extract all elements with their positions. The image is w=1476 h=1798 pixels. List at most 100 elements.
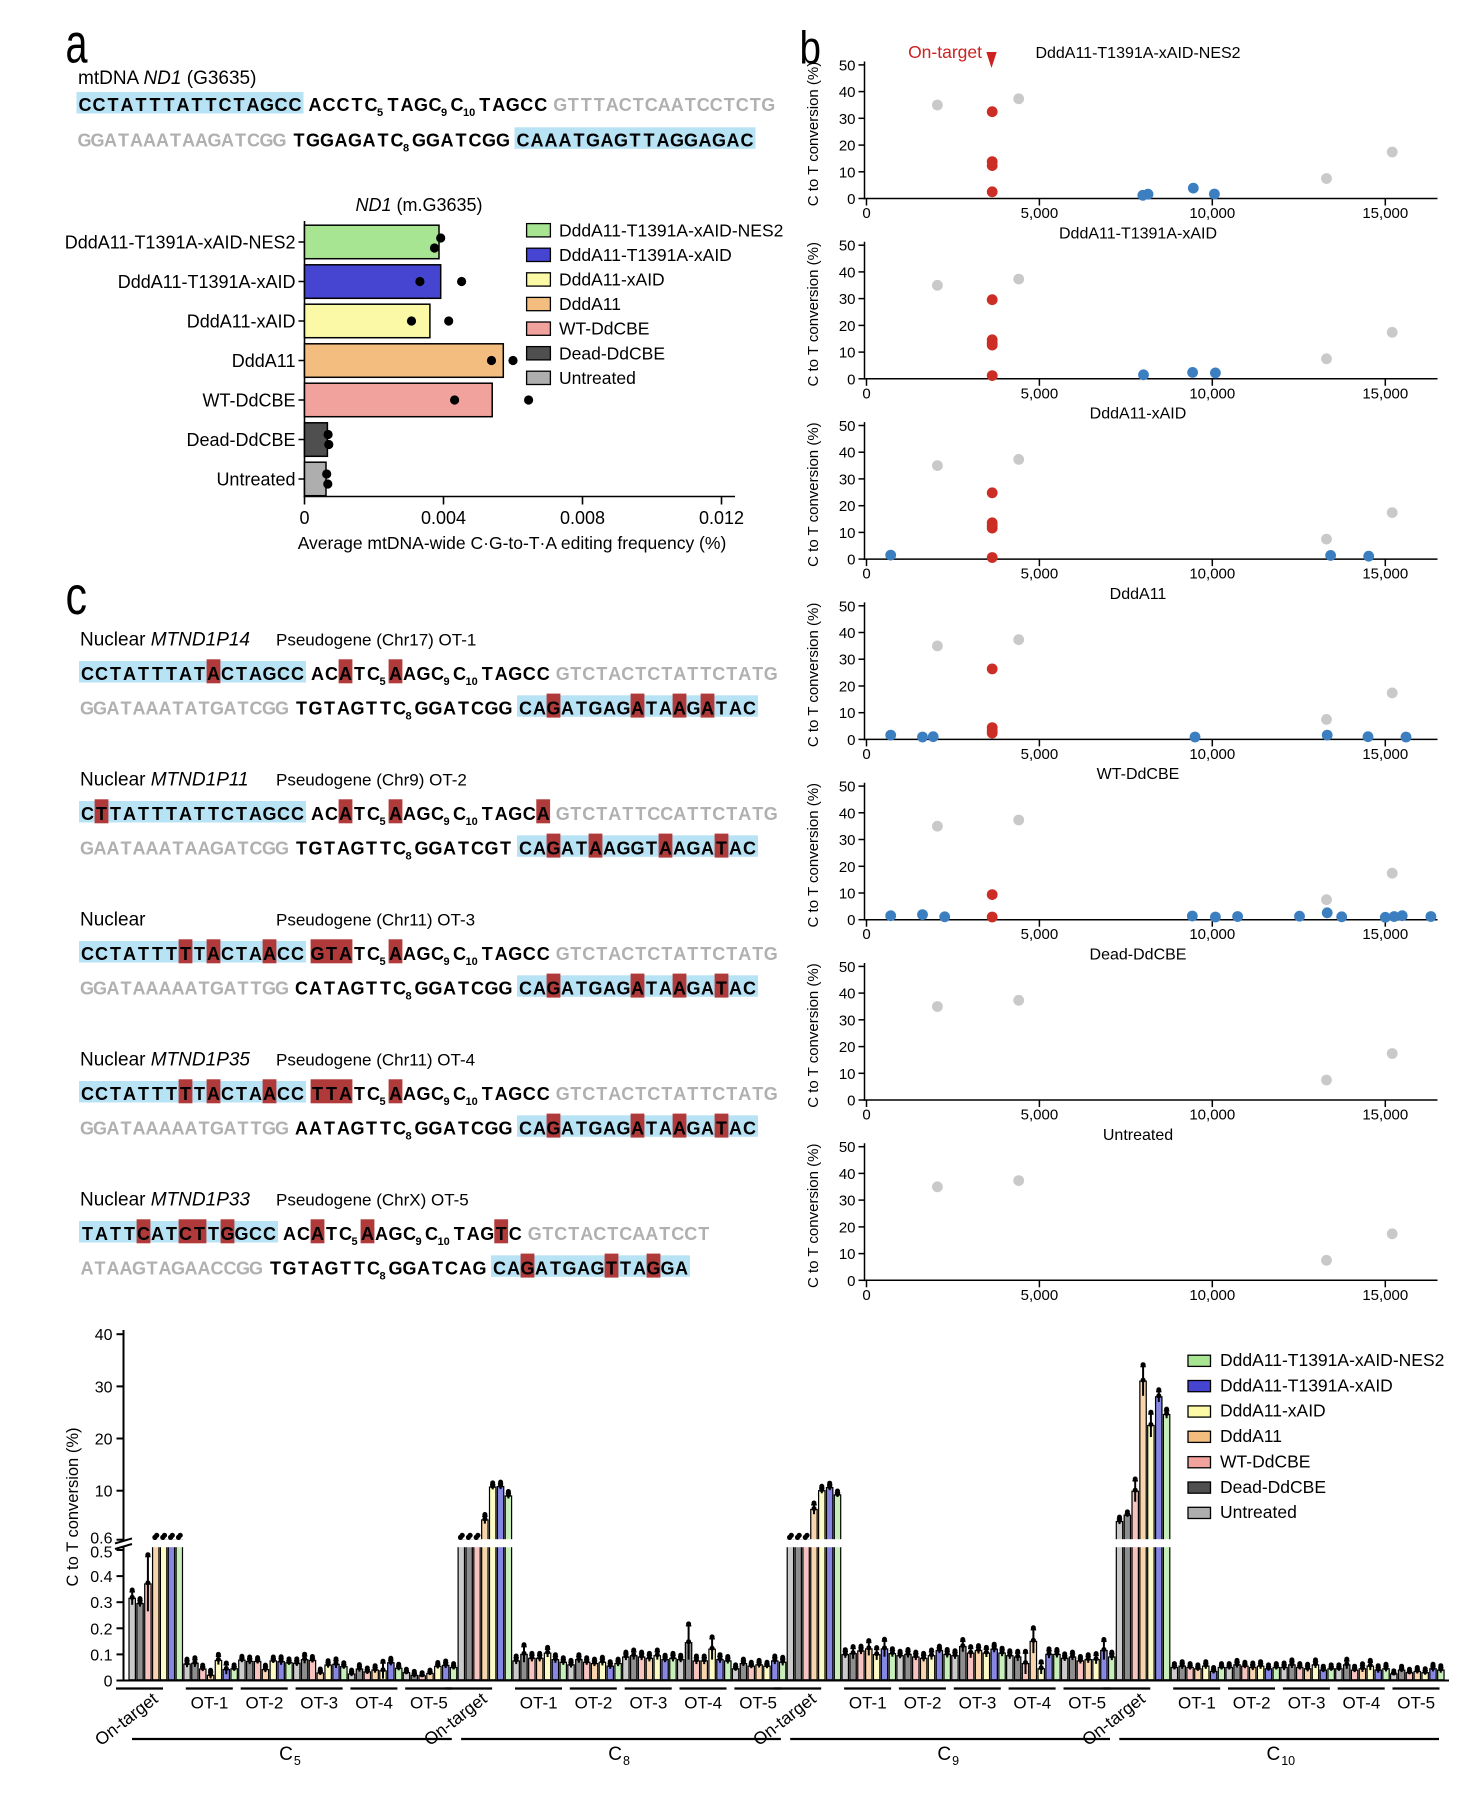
svg-text:T: T xyxy=(716,978,727,998)
svg-text:A: A xyxy=(146,1118,159,1138)
svg-text:G: G xyxy=(553,95,567,115)
svg-text:G: G xyxy=(498,1118,512,1138)
svg-text:T: T xyxy=(458,1118,469,1138)
svg-text:G: G xyxy=(416,804,430,824)
svg-text:5: 5 xyxy=(352,1236,358,1248)
svg-text:A: A xyxy=(659,978,672,998)
svg-text:C: C xyxy=(671,1224,684,1244)
svg-text:A: A xyxy=(403,804,416,824)
svg-text:C: C xyxy=(710,95,723,115)
svg-text:DddA11-T1391A-xAID: DddA11-T1391A-xAID xyxy=(1220,1375,1393,1395)
svg-text:T: T xyxy=(594,95,605,115)
svg-text:10: 10 xyxy=(466,676,478,688)
svg-text:A: A xyxy=(673,944,686,964)
svg-text:T: T xyxy=(366,978,377,998)
svg-text:10: 10 xyxy=(839,1066,856,1083)
svg-text:T: T xyxy=(366,1118,377,1138)
svg-text:C: C xyxy=(367,1084,380,1104)
svg-text:T: T xyxy=(630,130,641,150)
svg-text:10: 10 xyxy=(466,816,478,828)
svg-text:15,000: 15,000 xyxy=(1362,566,1408,583)
svg-text:T: T xyxy=(110,944,121,964)
svg-text:A: A xyxy=(738,944,751,964)
svg-text:5,000: 5,000 xyxy=(1021,1287,1059,1304)
svg-text:G: G xyxy=(428,978,442,998)
svg-text:DddA11-T1391A-xAID-NES2: DddA11-T1391A-xAID-NES2 xyxy=(559,220,783,240)
svg-text:A: A xyxy=(95,1224,108,1244)
svg-text:15,000: 15,000 xyxy=(1362,1287,1408,1304)
svg-text:T: T xyxy=(646,978,657,998)
svg-text:Nuclear MTND1P14: Nuclear MTND1P14 xyxy=(80,630,250,651)
svg-text:T: T xyxy=(622,804,633,824)
svg-text:T: T xyxy=(635,804,646,824)
svg-text:5: 5 xyxy=(380,956,386,968)
svg-text:40: 40 xyxy=(839,805,856,822)
svg-text:A: A xyxy=(559,130,572,150)
svg-text:0.3: 0.3 xyxy=(90,1595,112,1612)
svg-text:C: C xyxy=(95,664,108,684)
svg-text:0: 0 xyxy=(862,205,870,222)
svg-text:G: G xyxy=(764,804,778,824)
svg-text:A: A xyxy=(699,130,712,150)
svg-text:T: T xyxy=(251,1118,262,1138)
svg-text:T: T xyxy=(152,664,163,684)
svg-text:T: T xyxy=(234,95,245,115)
svg-text:C: C xyxy=(367,1258,380,1278)
svg-text:Untreated: Untreated xyxy=(1220,1502,1297,1522)
svg-text:A: A xyxy=(533,1118,546,1138)
svg-text:A: A xyxy=(185,1118,198,1138)
svg-text:T: T xyxy=(95,1258,106,1278)
svg-text:C: C xyxy=(93,95,106,115)
svg-text:G: G xyxy=(482,130,496,150)
svg-text:T: T xyxy=(354,1258,365,1278)
svg-text:T: T xyxy=(180,1084,191,1104)
svg-text:G: G xyxy=(77,130,91,150)
svg-text:A: A xyxy=(156,130,169,150)
svg-text:A: A xyxy=(608,944,621,964)
svg-text:DddA11-T1391A-xAID: DddA11-T1391A-xAID xyxy=(1059,225,1217,242)
svg-text:50: 50 xyxy=(839,779,856,796)
svg-text:C: C xyxy=(453,1084,466,1104)
svg-text:b: b xyxy=(800,22,822,74)
svg-text:0: 0 xyxy=(847,191,855,208)
svg-text:G: G xyxy=(80,698,94,718)
svg-text:T: T xyxy=(576,978,587,998)
svg-text:T: T xyxy=(324,1118,335,1138)
svg-text:A: A xyxy=(339,944,352,964)
svg-text:T: T xyxy=(644,130,655,150)
svg-text:A: A xyxy=(673,1084,686,1104)
svg-text:Pseudogene (Chr9) OT-2: Pseudogene (Chr9) OT-2 xyxy=(276,771,467,790)
svg-text:G: G xyxy=(520,1258,534,1278)
svg-text:G: G xyxy=(310,944,324,964)
svg-text:G: G xyxy=(80,1118,94,1138)
svg-text:DddA11-xAID: DddA11-xAID xyxy=(187,312,296,332)
svg-text:T: T xyxy=(296,698,307,718)
svg-text:A: A xyxy=(311,1258,324,1278)
svg-text:G: G xyxy=(484,698,498,718)
svg-text:C: C xyxy=(431,664,444,684)
svg-text:C: C xyxy=(263,1224,276,1244)
svg-text:T: T xyxy=(251,978,262,998)
svg-text:C: C xyxy=(712,664,725,684)
svg-text:15,000: 15,000 xyxy=(1362,746,1408,763)
svg-text:T: T xyxy=(687,1084,698,1104)
svg-text:A: A xyxy=(151,1224,164,1244)
svg-text:C: C xyxy=(937,1744,951,1765)
svg-text:A: A xyxy=(159,1118,172,1138)
svg-text:A: A xyxy=(533,838,546,858)
svg-text:C: C xyxy=(523,944,536,964)
svg-text:A: A xyxy=(533,698,546,718)
svg-text:A: A xyxy=(603,978,616,998)
svg-text:8: 8 xyxy=(380,1270,386,1282)
svg-text:0: 0 xyxy=(299,508,309,528)
svg-text:C: C xyxy=(523,1084,536,1104)
svg-text:T: T xyxy=(152,804,163,824)
svg-text:T: T xyxy=(606,1258,617,1278)
svg-text:T: T xyxy=(607,1224,618,1244)
svg-text:C: C xyxy=(451,95,464,115)
svg-text:G: G xyxy=(588,698,602,718)
svg-text:T: T xyxy=(726,1084,737,1104)
svg-text:8: 8 xyxy=(406,990,412,1002)
svg-text:A: A xyxy=(729,978,742,998)
svg-text:G: G xyxy=(220,1224,234,1244)
